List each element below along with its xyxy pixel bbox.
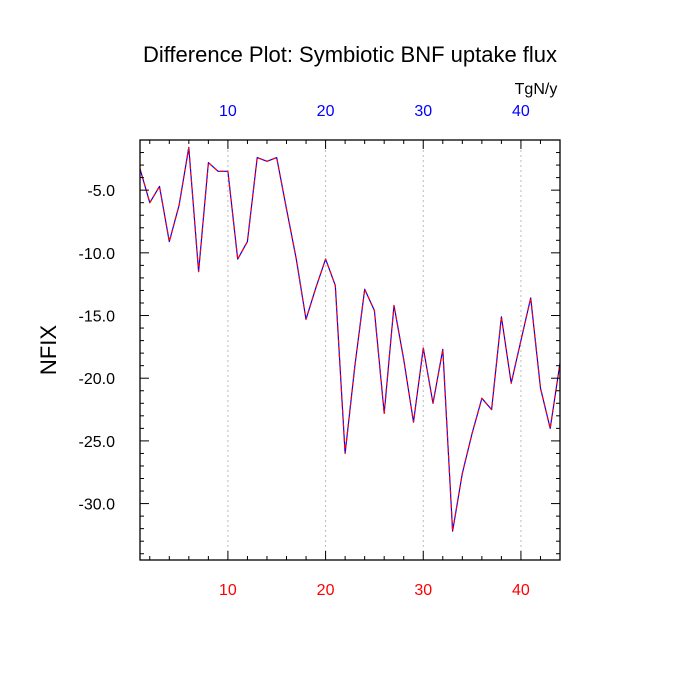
x-top-tick-label-20: 20 (317, 103, 335, 120)
y-tick-label--30.0: -30.0 (79, 497, 116, 514)
units-label: TgN/y (515, 81, 558, 98)
x-top-tick-label-30: 30 (414, 103, 432, 120)
chart-title: Difference Plot: Symbiotic BNF uptake fl… (143, 42, 557, 67)
y-tick-label--10.0: -10.0 (79, 246, 116, 263)
vertical-grid-lines (227, 140, 522, 560)
plot-border (139, 139, 561, 561)
x-bottom-tick-label-40: 40 (512, 582, 530, 599)
x-bottom-tick-label-10: 10 (219, 582, 237, 599)
plot-frame (139, 139, 561, 561)
series-line-blue (139, 146, 561, 532)
y-tick-label--20.0: -20.0 (79, 371, 116, 388)
x-bottom-tick-label-20: 20 (317, 582, 335, 599)
y-tick-label--15.0: -15.0 (79, 309, 116, 326)
tick-labels: 10 10 20 20 30 30 40 40 -5.0 -10.0 -15.0 -20.0 -25.0… (79, 103, 530, 599)
x-top-tick-label-10: 10 (219, 103, 237, 120)
x-top-tick-label-40: 40 (512, 103, 530, 120)
series-line-red-dashed (139, 146, 561, 532)
y-axis-label: NFIX (36, 325, 61, 375)
y-tick-label--25.0: -25.0 (79, 434, 116, 451)
y-tick-label--5.0: -5.0 (87, 183, 115, 200)
series-layer (139, 146, 561, 532)
x-bottom-tick-label-30: 30 (414, 582, 432, 599)
axis-ticks (140, 139, 561, 560)
